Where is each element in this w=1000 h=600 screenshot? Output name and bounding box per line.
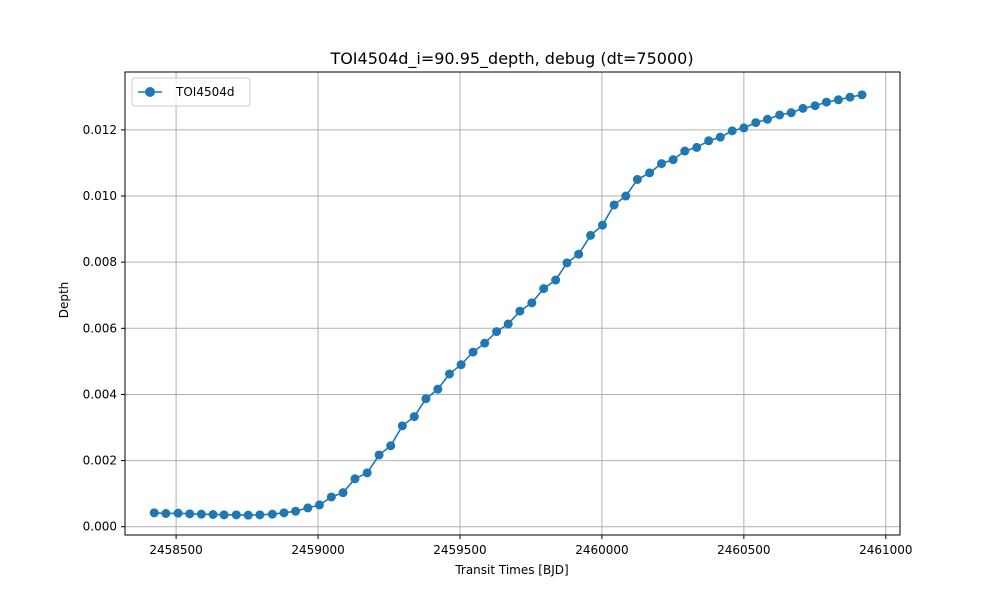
plot-frame bbox=[124, 71, 901, 536]
x-tick-label: 2460500 bbox=[717, 543, 770, 557]
x-tick-label: 2459500 bbox=[433, 543, 486, 557]
x-axis-ticks: 2458500 2459000 2459500 2460000 2460500 24610… bbox=[149, 535, 913, 557]
data-point bbox=[185, 509, 195, 519]
data-point bbox=[762, 114, 772, 124]
x-axis-label: Transit Times [BJD] bbox=[454, 563, 568, 577]
data-point bbox=[326, 492, 336, 502]
data-point bbox=[845, 92, 855, 102]
data-point bbox=[727, 126, 737, 136]
data-point bbox=[551, 275, 561, 285]
data-point bbox=[786, 108, 796, 118]
y-tick-label: 0.002 bbox=[83, 454, 117, 468]
data-point bbox=[219, 510, 229, 520]
data-point bbox=[609, 200, 619, 210]
y-tick-label: 0.008 bbox=[83, 255, 117, 269]
x-tick-label: 2461000 bbox=[859, 543, 912, 557]
data-point bbox=[397, 421, 407, 431]
data-point bbox=[243, 510, 253, 520]
legend-marker-swatch bbox=[145, 87, 155, 97]
data-point bbox=[515, 306, 525, 316]
data-point bbox=[386, 441, 396, 451]
y-tick-label: 0.004 bbox=[83, 387, 117, 401]
data-point bbox=[810, 101, 820, 111]
data-point bbox=[645, 168, 655, 178]
data-point bbox=[303, 503, 313, 513]
data-point bbox=[715, 132, 725, 142]
grid-layer bbox=[125, 72, 900, 535]
data-point bbox=[338, 488, 348, 498]
data-point bbox=[350, 474, 360, 484]
data-point bbox=[821, 97, 831, 107]
x-tick-label: 2460000 bbox=[575, 543, 628, 557]
y-tick-label: 0.000 bbox=[83, 520, 117, 534]
data-point bbox=[374, 450, 384, 460]
data-point bbox=[314, 500, 324, 510]
y-tick-label: 0.010 bbox=[83, 189, 117, 203]
data-point bbox=[527, 298, 537, 308]
data-point bbox=[480, 338, 490, 348]
data-point bbox=[173, 508, 183, 518]
data-point bbox=[196, 509, 206, 519]
data-point bbox=[503, 319, 513, 329]
data-point bbox=[255, 510, 265, 520]
data-point bbox=[456, 360, 466, 370]
legend-entry-label: TOI4504d bbox=[175, 85, 234, 99]
y-axis-label: Depth bbox=[57, 282, 71, 319]
data-point bbox=[621, 191, 631, 201]
data-point bbox=[657, 159, 667, 169]
data-point bbox=[798, 103, 808, 113]
legend: TOI4504d bbox=[131, 77, 251, 107]
y-tick-label: 0.006 bbox=[83, 321, 117, 335]
data-point bbox=[574, 249, 584, 259]
data-point bbox=[362, 468, 372, 478]
chart-title: TOI4504d_i=90.95_depth, debug (dt=75000) bbox=[329, 49, 693, 69]
data-point bbox=[692, 142, 702, 152]
data-point bbox=[267, 509, 277, 519]
y-tick-label: 0.012 bbox=[83, 123, 117, 137]
data-point bbox=[208, 509, 218, 519]
data-point bbox=[421, 394, 431, 404]
data-point bbox=[444, 369, 454, 379]
y-axis-ticks: 0.000 0.002 0.004 0.006 0.008 0.010 0.012 bbox=[83, 123, 125, 534]
data-point bbox=[409, 412, 419, 422]
series-layer bbox=[149, 90, 867, 520]
x-tick-label: 2458500 bbox=[149, 543, 202, 557]
data-point bbox=[433, 384, 443, 394]
data-point bbox=[739, 123, 749, 133]
data-point bbox=[149, 508, 159, 518]
data-point bbox=[680, 146, 690, 156]
data-point bbox=[562, 258, 572, 268]
data-point bbox=[597, 220, 607, 230]
data-point bbox=[586, 230, 596, 240]
data-point bbox=[492, 327, 502, 337]
series-line-toi4504d bbox=[154, 94, 863, 517]
x-tick-label: 2459000 bbox=[291, 543, 344, 557]
data-point bbox=[668, 155, 678, 165]
data-point bbox=[231, 510, 241, 520]
data-point bbox=[291, 506, 301, 516]
data-point bbox=[279, 508, 289, 518]
data-point bbox=[704, 136, 714, 146]
data-point bbox=[751, 118, 761, 128]
data-point bbox=[161, 509, 171, 519]
legend-box bbox=[131, 77, 251, 107]
data-point bbox=[468, 347, 478, 357]
data-point bbox=[833, 95, 843, 105]
data-point bbox=[632, 174, 642, 184]
data-point bbox=[775, 110, 785, 120]
data-point bbox=[539, 284, 549, 294]
data-point bbox=[857, 90, 867, 100]
